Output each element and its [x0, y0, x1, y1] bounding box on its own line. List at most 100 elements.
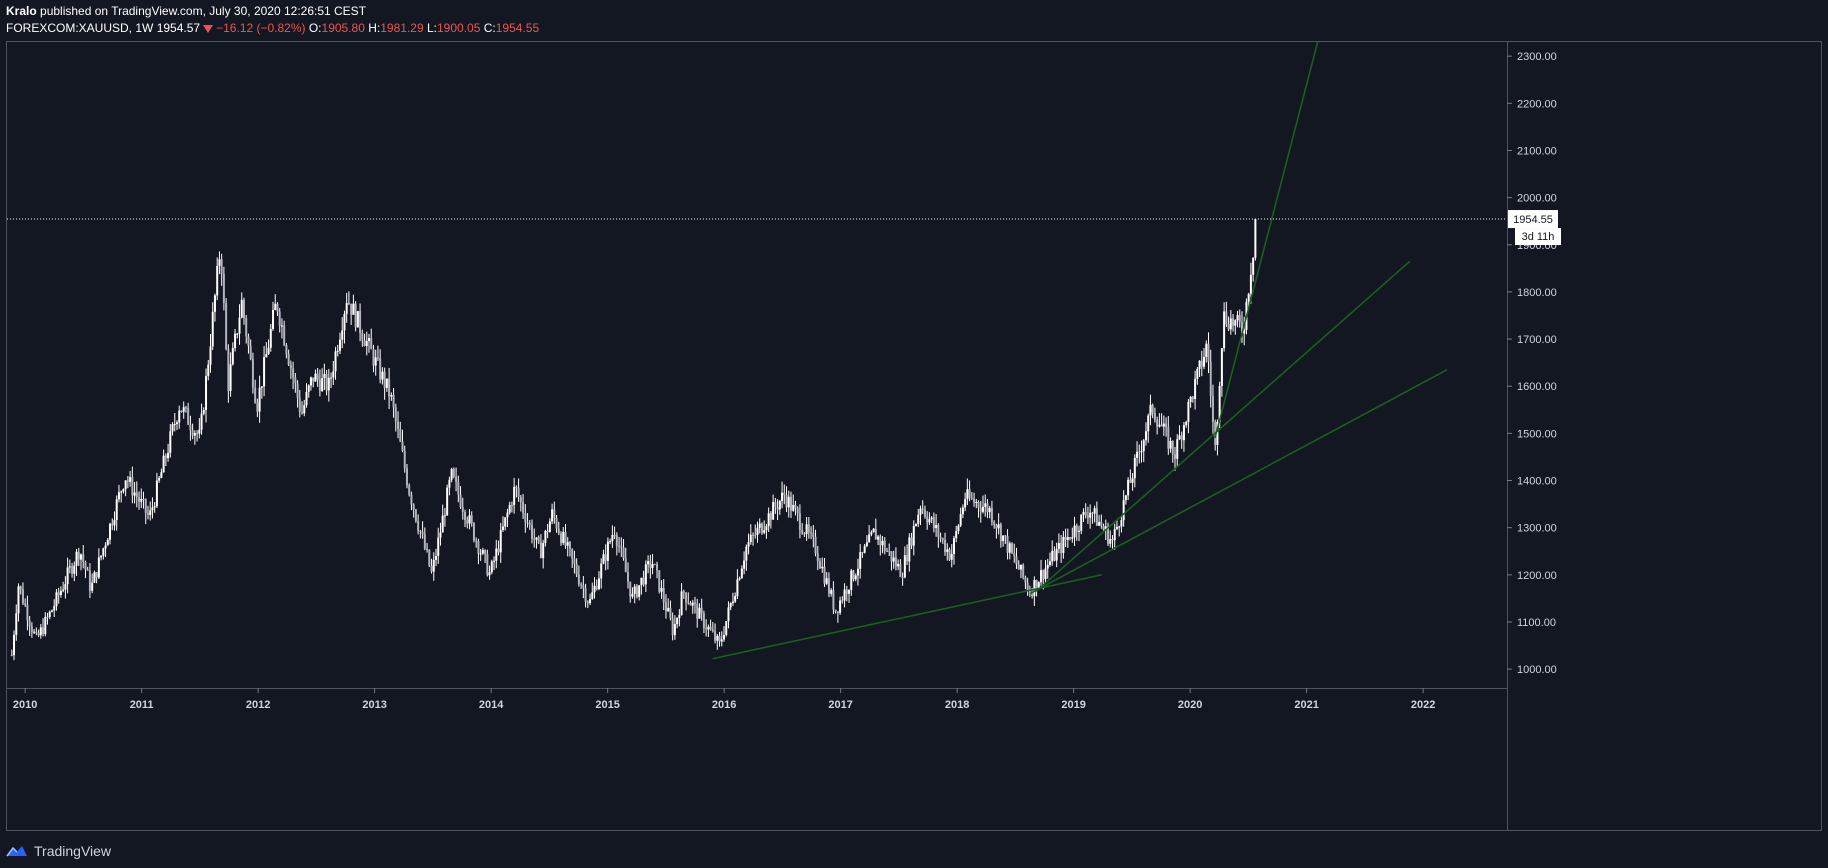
candle-body [885, 551, 888, 553]
candle-body [602, 554, 605, 564]
candle-body [10, 654, 13, 656]
candle-body [789, 496, 792, 511]
candle-body [720, 639, 723, 642]
candle-body [736, 579, 739, 597]
candle-body [573, 558, 576, 564]
candle-body [1077, 530, 1080, 532]
candle-body [644, 564, 647, 585]
candle-body [184, 407, 187, 409]
candle-body [443, 515, 446, 517]
candle-body [1142, 440, 1145, 452]
candle-body [647, 561, 650, 565]
x-tick-label: 2011 [130, 699, 154, 711]
candle-body [595, 585, 598, 590]
candle-body [408, 485, 411, 495]
candle-body [542, 543, 545, 559]
down-arrow-icon [203, 24, 214, 33]
candle-body [1165, 423, 1168, 428]
x-tick-label: 2013 [362, 699, 386, 711]
candle-body [207, 364, 210, 377]
brand-name[interactable]: TradingView [34, 843, 112, 859]
candle-body [189, 424, 192, 431]
candle-body [622, 547, 625, 559]
candle-body [772, 502, 775, 520]
candle-body [1122, 500, 1125, 521]
candle-body [1017, 564, 1020, 570]
candle-body [1196, 368, 1199, 379]
candle-body [819, 561, 822, 569]
candle-body [131, 477, 134, 496]
candle-body [830, 589, 833, 594]
candle-body [287, 353, 290, 365]
candle-body [1200, 360, 1203, 367]
high-value: 1981.29 [380, 21, 424, 35]
trendline [1035, 260, 1411, 592]
candle-body [410, 494, 413, 505]
candle-body [593, 585, 596, 593]
candle-body [314, 373, 317, 382]
candle-body [888, 551, 891, 553]
candle-body [848, 589, 851, 594]
candle-body [178, 410, 181, 423]
tradingview-logo-icon[interactable] [6, 844, 28, 858]
trendline [712, 574, 1102, 660]
candle-body [1127, 479, 1130, 496]
candle-body [959, 514, 962, 526]
candle-body [653, 564, 656, 566]
candle-body [906, 555, 909, 562]
candle-body [495, 548, 498, 561]
candle-body [734, 596, 737, 602]
candle-body [216, 265, 219, 296]
candle-body [548, 521, 551, 533]
candle-body [1129, 479, 1132, 483]
candle-body [564, 531, 567, 546]
candle-body [1022, 564, 1025, 578]
candle-body [760, 523, 763, 533]
candle-body [59, 590, 62, 596]
x-tick-label: 2021 [1294, 699, 1318, 711]
author-name[interactable]: Kralo [6, 4, 37, 18]
candle-body [658, 570, 661, 592]
candle-body [948, 549, 951, 560]
candle-body [1136, 451, 1139, 458]
candle-body [863, 546, 866, 553]
candle-body [1205, 343, 1208, 357]
candle-body [35, 631, 38, 633]
candle-body [841, 600, 844, 602]
candle-body [298, 397, 301, 412]
candle-body [280, 325, 283, 327]
x-tick-label: 2017 [828, 699, 852, 711]
x-tick-label: 2010 [13, 699, 37, 711]
candle-body [600, 563, 603, 579]
candle-body [528, 522, 531, 525]
candle-body [133, 492, 136, 496]
candle-body [915, 524, 918, 526]
candle-body [1194, 378, 1197, 399]
candle-body [46, 616, 49, 618]
candle-body [1066, 537, 1069, 540]
candle-body [93, 572, 96, 583]
candle-body [727, 607, 730, 622]
candle-body [935, 524, 938, 528]
candle-body [111, 523, 114, 526]
price-chart[interactable]: 1000.00 1100.00 1200.00 1300.00 1400.00 1500.… [7, 42, 1821, 830]
candle-body [745, 546, 748, 561]
candle-body [82, 554, 85, 563]
candle-body [200, 413, 203, 430]
candle-body [379, 357, 382, 380]
candle-body [859, 552, 862, 569]
candle-body [1151, 404, 1154, 414]
candle-body [1019, 564, 1022, 570]
candle-body [115, 499, 118, 520]
candle-body [618, 545, 621, 547]
candle-body [912, 525, 915, 546]
candle-body [1133, 457, 1136, 479]
last-price-label: 1954.55 [1513, 214, 1553, 226]
candle-body [57, 592, 60, 596]
candle-body [120, 491, 123, 493]
candle-body [566, 542, 569, 546]
candle-body [205, 376, 208, 410]
candle-body [682, 591, 685, 593]
candle-body [993, 521, 996, 526]
candle-body [693, 602, 696, 604]
